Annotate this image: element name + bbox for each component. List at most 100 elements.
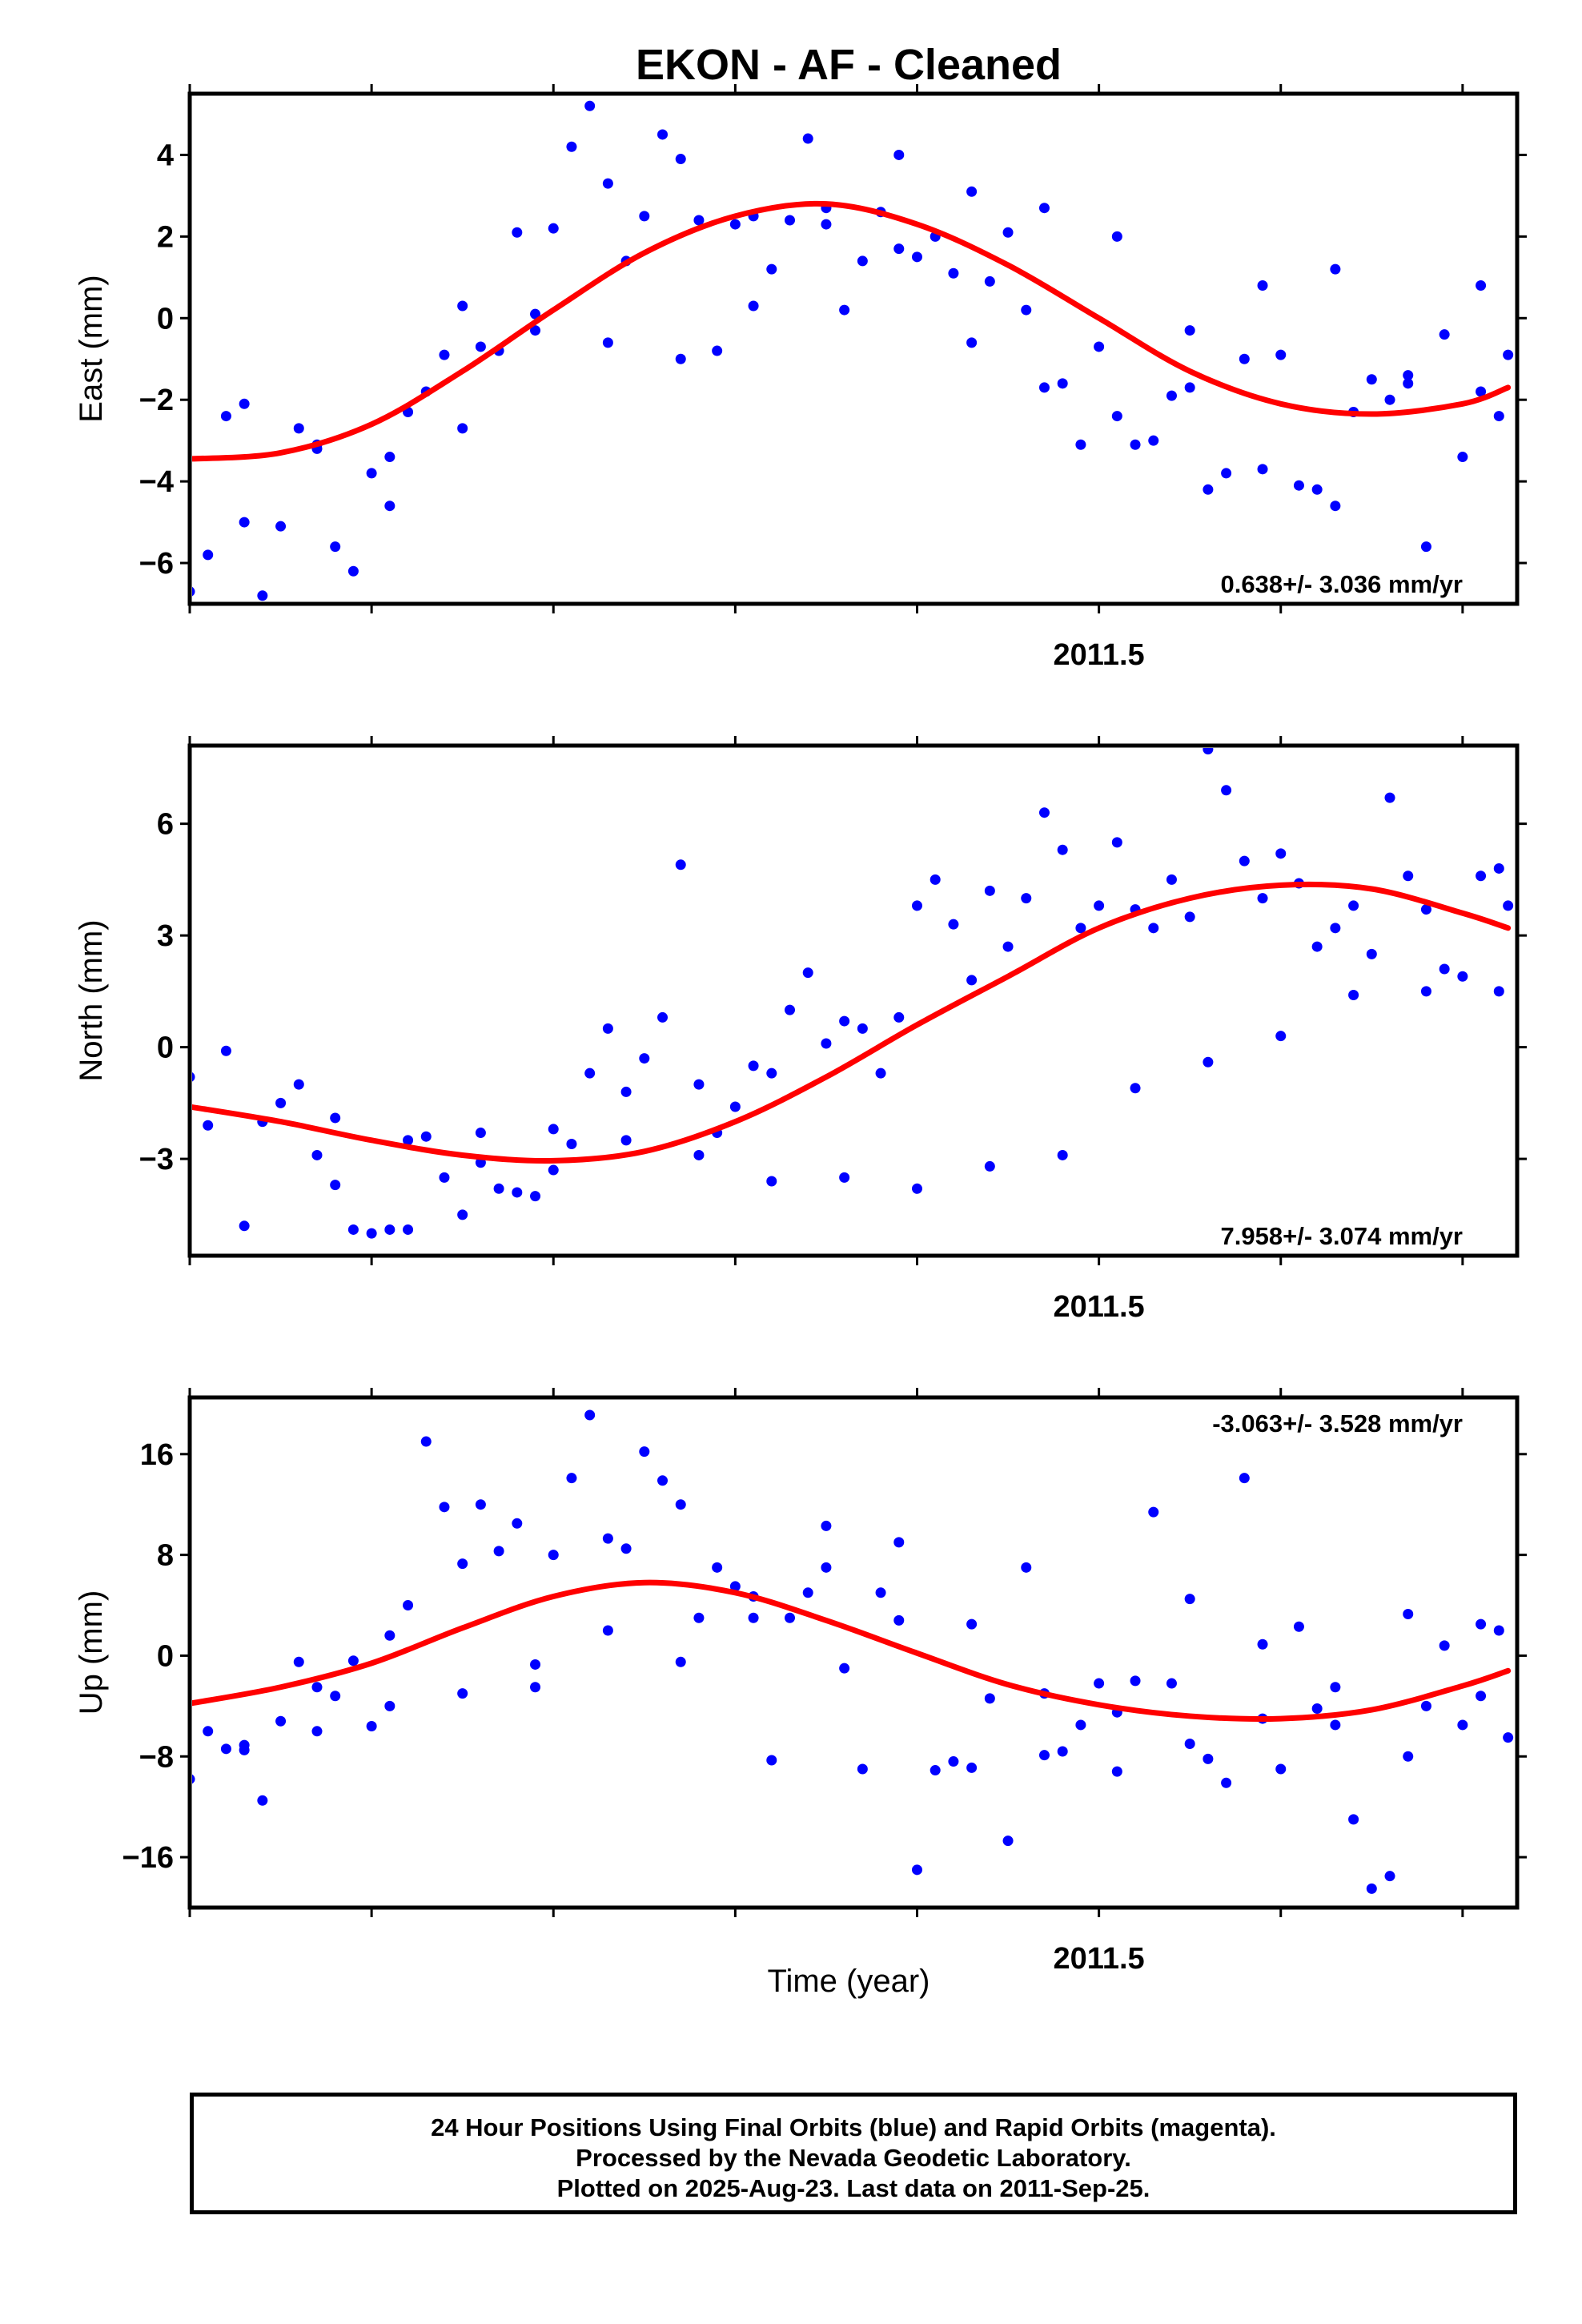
north-data-point bbox=[1275, 848, 1287, 859]
up-data-point bbox=[1403, 1609, 1414, 1620]
footer-line-1: 24 Hour Positions Using Final Orbits (bl… bbox=[431, 2113, 1276, 2141]
east-data-point bbox=[1403, 378, 1414, 389]
north-data-point bbox=[1348, 900, 1359, 911]
east-data-point bbox=[1184, 325, 1195, 336]
north-data-point bbox=[1166, 874, 1177, 885]
up-data-point bbox=[675, 1656, 686, 1667]
north-data-point bbox=[966, 975, 978, 986]
up-data-point bbox=[293, 1656, 304, 1667]
north-data-point bbox=[403, 1135, 414, 1146]
up-data-point bbox=[766, 1755, 777, 1766]
east-data-point bbox=[1457, 452, 1468, 463]
up-data-point bbox=[693, 1612, 705, 1623]
north-data-point bbox=[1330, 923, 1341, 934]
north-data-point bbox=[475, 1128, 486, 1139]
north-data-point bbox=[1403, 870, 1414, 882]
east-data-point bbox=[802, 133, 813, 144]
up-data-point bbox=[239, 1744, 250, 1755]
north-data-point bbox=[893, 1011, 905, 1023]
east-y-tick-label-0: −6 bbox=[139, 547, 174, 581]
east-data-point bbox=[1330, 263, 1341, 275]
east-data-point bbox=[1257, 280, 1268, 292]
east-data-point bbox=[1275, 349, 1287, 360]
up-data-point bbox=[311, 1726, 323, 1737]
east-data-point bbox=[1038, 382, 1050, 393]
north-data-point bbox=[192, 1072, 195, 1082]
east-data-point bbox=[457, 300, 468, 312]
east-data-point bbox=[384, 452, 396, 463]
up-data-point bbox=[1148, 1506, 1159, 1518]
north-plot-frame bbox=[187, 743, 1520, 1258]
east-data-point bbox=[530, 325, 541, 336]
up-data-point bbox=[1184, 1739, 1195, 1750]
up-data-point bbox=[602, 1533, 613, 1544]
east-plot-frame bbox=[187, 91, 1520, 606]
north-y-tick-label-3: 6 bbox=[157, 808, 174, 842]
up-data-point bbox=[1021, 1562, 1032, 1573]
east-data-point bbox=[893, 149, 905, 160]
east-data-point bbox=[347, 565, 359, 577]
north-data-point bbox=[439, 1172, 450, 1183]
north-data-point bbox=[657, 1011, 669, 1023]
up-data-point bbox=[657, 1475, 669, 1486]
east-data-point bbox=[766, 263, 777, 275]
east-data-point bbox=[1166, 390, 1177, 401]
east-y-tick-label-3: 0 bbox=[157, 302, 174, 336]
x-axis-label: Time (year) bbox=[768, 1964, 930, 1999]
north-data-point bbox=[1420, 986, 1431, 997]
east-data-point bbox=[1221, 468, 1232, 479]
up-data-point bbox=[1366, 1883, 1377, 1894]
up-data-point bbox=[948, 1756, 959, 1767]
north-data-point bbox=[512, 1187, 523, 1198]
up-y-tick-label-1: −8 bbox=[139, 1740, 174, 1774]
north-data-point bbox=[220, 1045, 231, 1056]
north-data-point bbox=[1476, 870, 1487, 882]
north-data-point bbox=[1203, 1056, 1214, 1068]
east-y-tick-label-2: −2 bbox=[139, 384, 174, 417]
north-data-point bbox=[311, 1149, 323, 1160]
up-data-point bbox=[893, 1614, 905, 1626]
north-data-point bbox=[620, 1135, 632, 1146]
up-y-tick-label-0: −16 bbox=[122, 1841, 174, 1875]
up-data-point bbox=[1311, 1703, 1323, 1714]
up-data-point bbox=[620, 1543, 632, 1554]
north-y-axis-label: North (mm) bbox=[74, 919, 109, 1081]
up-data-point bbox=[857, 1763, 868, 1775]
north-data-point bbox=[1203, 748, 1214, 755]
east-data-point bbox=[384, 501, 396, 512]
east-y-tick-label-4: 2 bbox=[157, 220, 174, 254]
up-data-point bbox=[1057, 1746, 1068, 1757]
east-data-point bbox=[1403, 370, 1414, 381]
north-data-point bbox=[1493, 986, 1504, 997]
up-data-point bbox=[457, 1558, 468, 1570]
north-data-point bbox=[420, 1131, 432, 1142]
up-data-point bbox=[1038, 1750, 1050, 1761]
east-data-point bbox=[966, 337, 978, 348]
east-rate-label: 0.638+/- 3.036 mm/yr bbox=[1221, 570, 1463, 598]
north-data-point bbox=[675, 859, 686, 870]
north-data-point bbox=[639, 1053, 650, 1064]
up-data-point bbox=[875, 1587, 886, 1598]
north-data-point bbox=[457, 1209, 468, 1220]
up-data-point bbox=[1075, 1719, 1086, 1731]
up-data-point bbox=[602, 1625, 613, 1636]
up-rate-label: -3.063+/- 3.528 mm/yr bbox=[1212, 1409, 1463, 1437]
east-data-point bbox=[748, 300, 759, 312]
north-data-point bbox=[948, 919, 959, 930]
east-data-point bbox=[1257, 464, 1268, 475]
up-data-point bbox=[420, 1436, 432, 1447]
up-marks bbox=[192, 1409, 1514, 1894]
up-data-point bbox=[203, 1726, 214, 1737]
east-data-point bbox=[566, 141, 577, 152]
east-data-point bbox=[1002, 227, 1014, 238]
north-data-point bbox=[802, 967, 813, 979]
up-x-tick-label: 2011.5 bbox=[1054, 1942, 1145, 1976]
east-x-tick-label: 2011.5 bbox=[1054, 638, 1145, 672]
east-data-point bbox=[1130, 439, 1141, 450]
east-data-point bbox=[602, 337, 613, 348]
panel-east: 2011.5 −6 −4 −2 0 2 4 East (mm) 0.638+/- 3.036 m… bbox=[74, 84, 1527, 672]
up-data-point bbox=[785, 1612, 796, 1623]
panel-up: 2011.5 −16 −8 0 8 16 Up (mm) -3.063+/- 3.528 mm… bbox=[74, 1388, 1527, 1976]
up-data-point bbox=[347, 1655, 359, 1667]
